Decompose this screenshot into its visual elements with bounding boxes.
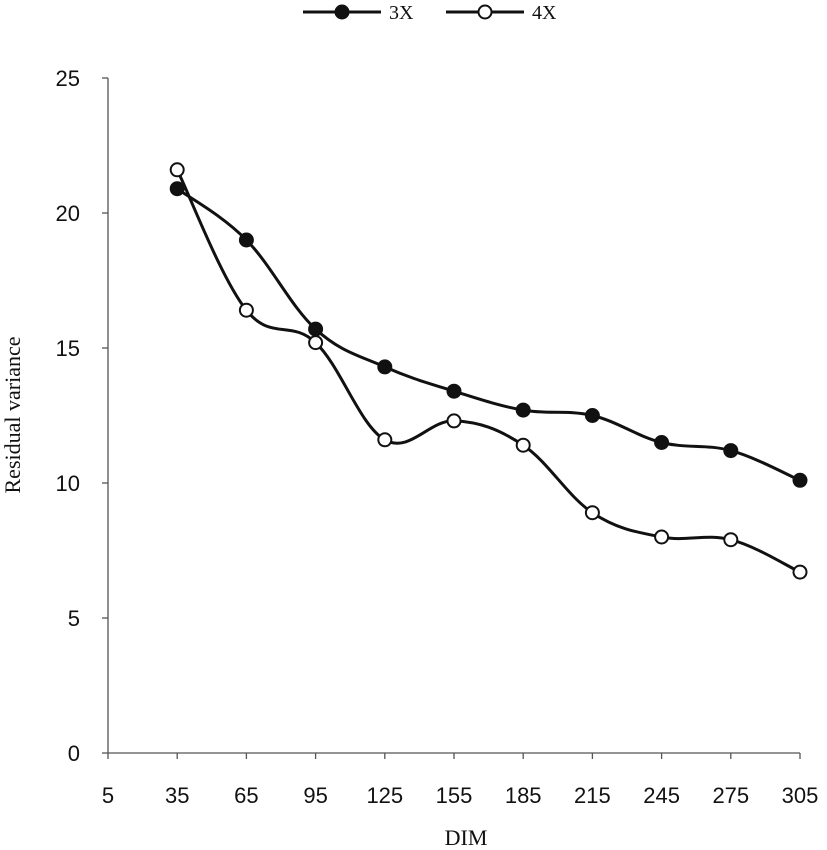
x-tick-label: 185 xyxy=(505,783,542,808)
x-tick-label: 35 xyxy=(165,783,189,808)
legend-marker xyxy=(334,4,350,20)
x-tick-label: 5 xyxy=(102,783,114,808)
x-tick-label: 305 xyxy=(782,783,819,808)
data-point-4x xyxy=(792,564,808,580)
legend-label: 3X xyxy=(389,2,414,24)
legend-marker xyxy=(477,4,493,20)
data-point-4x xyxy=(169,162,185,178)
data-point-3x xyxy=(377,359,393,375)
series-4x xyxy=(169,162,808,580)
y-tick-label: 25 xyxy=(56,66,80,91)
y-tick-label: 5 xyxy=(68,606,80,631)
y-tick-label: 10 xyxy=(56,471,80,496)
x-tick-labels: 5 35 65 95 125 155 185 215 245 275 305 xyxy=(102,753,818,808)
data-point-4x xyxy=(723,532,739,548)
y-axis-title: Residual variance xyxy=(0,337,25,494)
y-tick-labels: 0 5 10 15 20 25 xyxy=(56,66,108,766)
data-point-4x xyxy=(308,335,324,351)
series-line-3x xyxy=(176,187,801,482)
data-point-4x xyxy=(654,529,670,545)
y-tick-label: 20 xyxy=(56,201,80,226)
legend: 3X 4X xyxy=(303,2,557,24)
x-tick-label: 125 xyxy=(366,783,403,808)
x-tick-label: 215 xyxy=(574,783,611,808)
y-tick-label: 15 xyxy=(56,336,80,361)
data-point-3x xyxy=(169,181,185,197)
data-point-4x xyxy=(446,413,462,429)
data-point-3x xyxy=(446,383,462,399)
series-3x xyxy=(169,181,808,488)
x-axis-title: DIM xyxy=(445,825,488,850)
x-tick-label: 275 xyxy=(712,783,749,808)
x-tick-label: 65 xyxy=(234,783,258,808)
legend-label: 4X xyxy=(532,2,557,24)
data-point-3x xyxy=(654,435,670,450)
y-tick-label: 0 xyxy=(68,741,80,766)
data-point-3x xyxy=(584,408,600,423)
data-point-3x xyxy=(238,232,254,248)
data-point-3x xyxy=(723,443,739,459)
data-point-3x xyxy=(515,402,531,418)
data-point-4x xyxy=(238,302,254,318)
data-point-4x xyxy=(515,437,531,453)
data-point-3x xyxy=(792,472,808,488)
data-point-4x xyxy=(584,505,600,521)
data-point-4x xyxy=(377,432,393,448)
data-point-3x xyxy=(308,321,324,337)
x-tick-label: 245 xyxy=(643,783,680,808)
x-tick-label: 155 xyxy=(436,783,473,808)
series-line-4x xyxy=(175,169,801,574)
x-tick-label: 95 xyxy=(303,783,327,808)
series-group xyxy=(169,162,808,580)
